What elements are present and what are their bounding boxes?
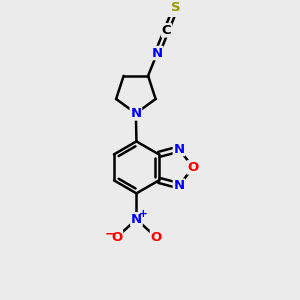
Text: +: + [138, 209, 147, 219]
Text: N: N [152, 46, 163, 59]
Text: C: C [162, 24, 171, 37]
Text: S: S [171, 1, 180, 14]
Text: N: N [173, 142, 184, 155]
Text: O: O [187, 161, 199, 174]
Text: O: O [111, 231, 122, 244]
Text: −: − [105, 228, 116, 241]
Text: N: N [130, 107, 141, 120]
Text: N: N [173, 179, 184, 192]
Text: O: O [150, 231, 162, 244]
Text: N: N [131, 213, 142, 226]
